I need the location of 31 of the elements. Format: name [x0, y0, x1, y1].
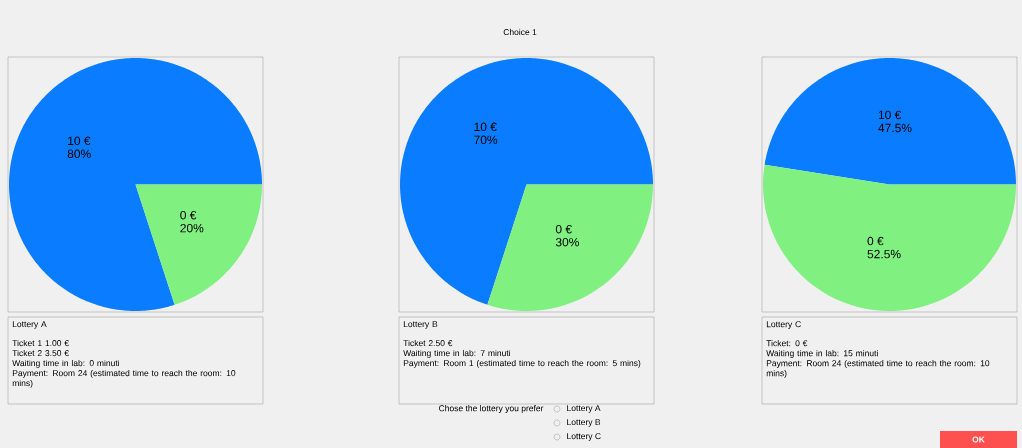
slice-label: 10 €: [878, 110, 902, 120]
text: Chose the lottery you prefer: [439, 405, 544, 413]
text: Choice 1: [503, 28, 537, 36]
text: Waiting time in lab: 0 minuti: [12, 359, 120, 368]
data-label: 20%: [180, 223, 204, 233]
data-label: 30%: [555, 237, 579, 247]
text: Payment: Room 24 (estimated time to reach the room: 10 mins): [12, 369, 236, 388]
text: Payment: Room 1 (estimated time to reach the room: 5 mins): [403, 359, 641, 368]
text: Ticket 1 1.00 €: [12, 339, 69, 347]
text: Ticket: 0 €: [766, 339, 808, 347]
data-label: 52.5%: [867, 249, 901, 259]
text: Payment: Room 24 (estimated time to reach the room: 10 mins): [766, 359, 990, 378]
text: Waiting time in lab: 7 minuti: [403, 349, 511, 358]
text: Ticket 2 3.50 €: [12, 349, 69, 357]
text: Lottery B: [403, 321, 438, 329]
text: Ticket 2.50 €: [403, 339, 453, 347]
text: Waiting time in lab: 15 minuti: [766, 349, 878, 358]
text: Lottery A: [12, 321, 47, 329]
text: Lottery C: [766, 321, 801, 329]
text: OK: [972, 436, 985, 443]
text: Lottery A: [567, 405, 601, 413]
slice-label: 0 €: [180, 210, 197, 220]
data-label: 80%: [67, 149, 91, 159]
data-label: 70%: [474, 135, 498, 145]
slice-label: 0 €: [867, 236, 884, 246]
slice-label: 10 €: [68, 136, 91, 146]
text: Lottery C: [567, 433, 601, 441]
text: Lottery B: [567, 419, 601, 427]
slice-label: 0 €: [555, 224, 572, 234]
data-label: 47.5%: [878, 123, 912, 133]
slice-label: 10 €: [474, 122, 497, 132]
